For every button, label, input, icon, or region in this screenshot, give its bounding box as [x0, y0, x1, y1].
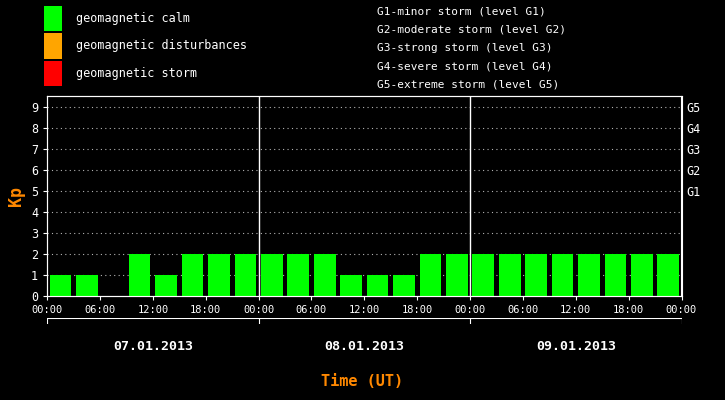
- FancyBboxPatch shape: [44, 6, 62, 31]
- Text: geomagnetic calm: geomagnetic calm: [76, 12, 190, 25]
- Bar: [393, 275, 415, 296]
- Bar: [446, 254, 468, 296]
- Bar: [340, 275, 362, 296]
- Bar: [208, 254, 230, 296]
- Y-axis label: Kp: Kp: [7, 186, 25, 206]
- Text: Time (UT): Time (UT): [321, 374, 404, 390]
- Bar: [658, 254, 679, 296]
- Bar: [367, 275, 389, 296]
- Bar: [631, 254, 652, 296]
- FancyBboxPatch shape: [44, 33, 62, 59]
- Bar: [578, 254, 600, 296]
- Bar: [182, 254, 203, 296]
- Bar: [129, 254, 151, 296]
- Bar: [234, 254, 256, 296]
- Bar: [49, 275, 71, 296]
- Bar: [314, 254, 336, 296]
- Bar: [499, 254, 521, 296]
- Text: 09.01.2013: 09.01.2013: [536, 340, 616, 352]
- Text: geomagnetic disturbances: geomagnetic disturbances: [76, 40, 247, 52]
- Bar: [287, 254, 309, 296]
- Text: G3-strong storm (level G3): G3-strong storm (level G3): [377, 43, 552, 53]
- Text: G2-moderate storm (level G2): G2-moderate storm (level G2): [377, 24, 566, 34]
- Text: G4-severe storm (level G4): G4-severe storm (level G4): [377, 61, 552, 71]
- Text: 07.01.2013: 07.01.2013: [113, 340, 193, 352]
- Bar: [155, 275, 177, 296]
- Bar: [420, 254, 442, 296]
- Bar: [76, 275, 98, 296]
- Bar: [605, 254, 626, 296]
- Text: 08.01.2013: 08.01.2013: [324, 340, 405, 352]
- Text: G5-extreme storm (level G5): G5-extreme storm (level G5): [377, 80, 559, 90]
- Bar: [473, 254, 494, 296]
- Bar: [261, 254, 283, 296]
- Text: G1-minor storm (level G1): G1-minor storm (level G1): [377, 6, 546, 16]
- Bar: [552, 254, 573, 296]
- FancyBboxPatch shape: [44, 61, 62, 86]
- Text: geomagnetic storm: geomagnetic storm: [76, 67, 197, 80]
- Bar: [526, 254, 547, 296]
